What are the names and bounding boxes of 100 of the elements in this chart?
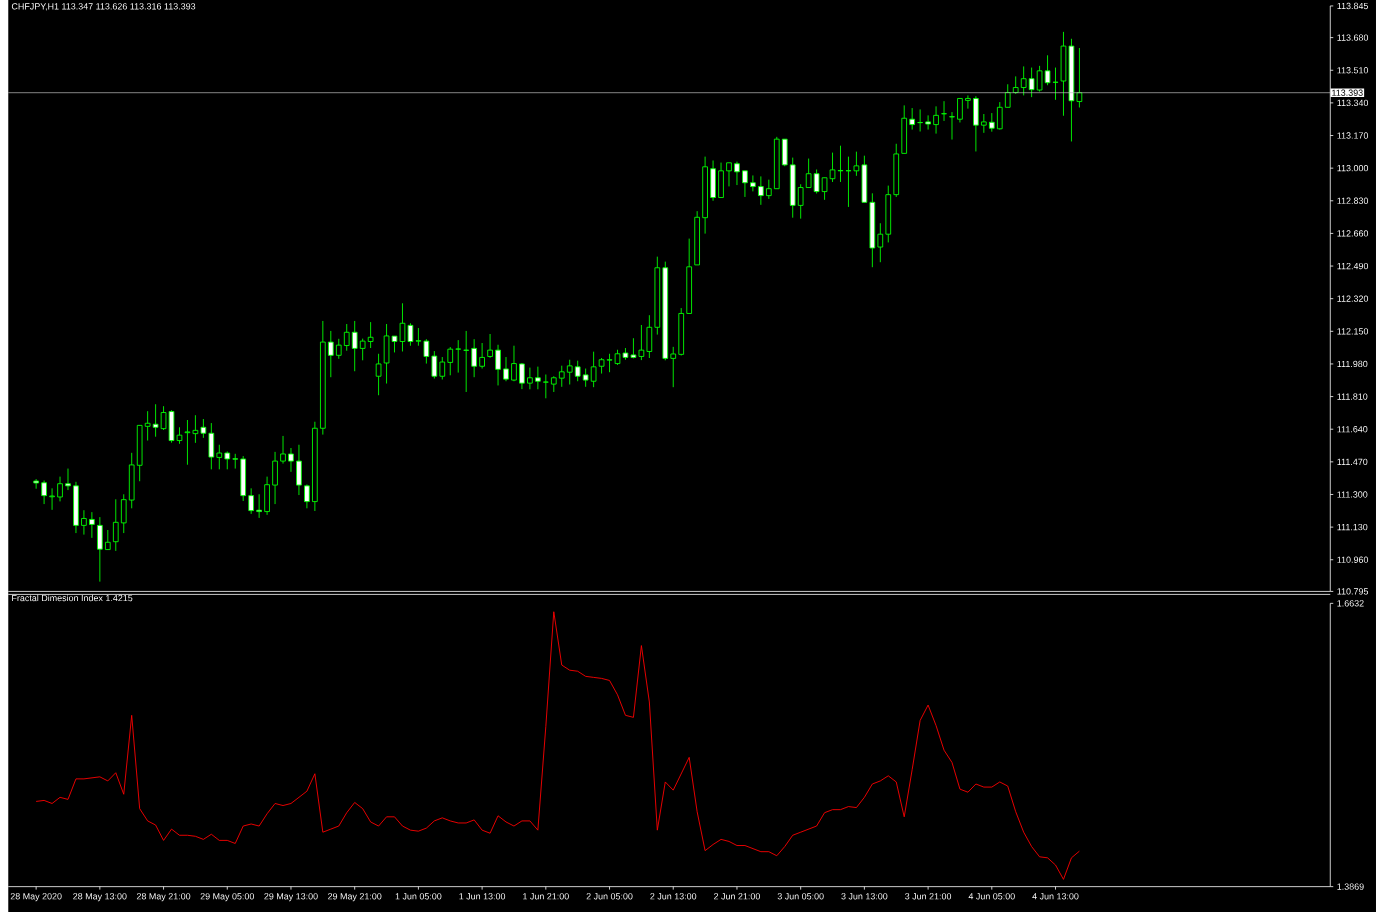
- candlestick: [582, 367, 589, 388]
- candlestick: [742, 170, 748, 198]
- candlestick: [65, 467, 71, 491]
- candlestick: [423, 338, 430, 364]
- candlestick: [120, 493, 127, 534]
- candlestick: [144, 410, 151, 441]
- candlestick: [797, 183, 804, 219]
- y-tick-label: 113.510: [1337, 66, 1369, 74]
- candlestick: [439, 356, 446, 380]
- x-tick-label: 3 Jun 21:00: [905, 892, 952, 900]
- candlestick: [192, 414, 199, 444]
- ref-line-label: 113.393: [1332, 89, 1363, 96]
- candlestick: [981, 113, 987, 134]
- candlestick: [574, 360, 581, 382]
- candlestick: [33, 478, 39, 489]
- x-tick-label: 29 May 21:00: [328, 892, 382, 901]
- candlestick: [566, 359, 573, 385]
- candlestick: [447, 346, 454, 376]
- candlestick: [272, 451, 278, 505]
- candlestick: [542, 373, 549, 399]
- candlestick: [232, 453, 239, 469]
- candlestick: [57, 475, 63, 502]
- candlestick: [280, 435, 286, 464]
- x-tick-label: 28 May 13:00: [73, 892, 127, 901]
- candlestick: [495, 344, 501, 386]
- y-tick-label: 113.170: [1337, 132, 1369, 139]
- y-tick-label: 110.795: [1337, 588, 1369, 595]
- candlestick: [415, 327, 422, 346]
- candlestick: [112, 498, 119, 552]
- candlestick: [256, 493, 262, 519]
- chart-title: CHFJPY,H1 113.347 113.626 113.316 113.393: [11, 2, 196, 11]
- candlestick: [184, 419, 191, 465]
- candlestick: [965, 94, 971, 109]
- x-tick-label: 1 Jun 13:00: [459, 892, 506, 900]
- x-tick-label: 29 May 05:00: [200, 892, 255, 901]
- y-tick-label: 112.150: [1337, 327, 1369, 335]
- candlestick: [1028, 66, 1035, 98]
- x-tick-label: 4 Jun 05:00: [968, 892, 1015, 900]
- candlestick: [104, 529, 111, 550]
- candlestick: [527, 366, 533, 390]
- candlestick: [726, 162, 732, 187]
- candlestick: [758, 175, 764, 206]
- x-tick-label: 2 Jun 21:00: [714, 892, 760, 900]
- y-tick-label: 111.470: [1337, 458, 1368, 465]
- candlestick: [558, 365, 565, 388]
- candlestick: [988, 112, 995, 132]
- candlestick: [216, 444, 223, 470]
- candlestick: [455, 339, 462, 373]
- candlestick: [327, 330, 334, 378]
- candlestick: [750, 174, 756, 192]
- candlestick: [471, 338, 477, 378]
- candlestick: [949, 111, 955, 140]
- candlestick: [765, 178, 772, 200]
- candlestick: [670, 346, 677, 388]
- candlestick: [1004, 83, 1011, 108]
- y-tick-label: 112.830: [1337, 197, 1369, 204]
- candlestick: [200, 418, 207, 439]
- candlestick: [463, 330, 470, 393]
- candlestick: [288, 447, 294, 473]
- candlestick: [941, 100, 947, 122]
- y-tick-label: 112.320: [1337, 295, 1369, 302]
- y-tick-label: 113.845: [1337, 2, 1369, 9]
- candlestick: [351, 320, 358, 372]
- candlestick: [97, 516, 103, 582]
- candlestick: [296, 444, 302, 496]
- y-tick-label: 110.960: [1337, 556, 1369, 563]
- candlestick: [359, 337, 366, 361]
- y-tick-label: 111.810: [1337, 393, 1368, 400]
- x-tick-label: 4 Jun 13:00: [1032, 892, 1079, 900]
- candlestick: [152, 403, 159, 437]
- candlestick: [81, 509, 87, 535]
- candlestick: [89, 511, 95, 539]
- y-tick-label: 111.300: [1337, 491, 1368, 498]
- candlestick: [1076, 47, 1083, 108]
- y-tick-label: 111.640: [1337, 425, 1368, 433]
- candlestick: [49, 487, 55, 511]
- candlestick: [1036, 65, 1043, 92]
- candlestick: [335, 338, 342, 359]
- candlestick: [813, 168, 820, 194]
- y-tick-label: 113.340: [1337, 99, 1369, 106]
- y-tick-label: 113.680: [1337, 34, 1369, 41]
- candlestick: [487, 333, 493, 359]
- candlestick: [503, 356, 509, 382]
- x-tick-label: 2 Jun 13:00: [650, 892, 697, 900]
- candlestick: [535, 365, 541, 390]
- candlestick: [431, 350, 438, 379]
- y-tick-label: 112.490: [1337, 262, 1369, 269]
- candlestick: [805, 157, 812, 188]
- x-tick-label: 3 Jun 05:00: [777, 892, 824, 900]
- candlestick: [853, 150, 860, 177]
- chart-title: Fractal Dimesion Index 1.4215: [12, 594, 133, 601]
- candlestick: [933, 105, 939, 134]
- y-tick-label: 1.3869: [1337, 883, 1364, 890]
- x-tick-label: 28 May 21:00: [136, 892, 191, 901]
- candlestick: [367, 321, 374, 349]
- y-tick-label: 113.000: [1337, 164, 1369, 172]
- candlestick: [1020, 65, 1027, 96]
- y-tick-label: 112.660: [1337, 230, 1369, 237]
- candlestick: [877, 222, 884, 263]
- y-tick-label: 111.980: [1337, 360, 1368, 367]
